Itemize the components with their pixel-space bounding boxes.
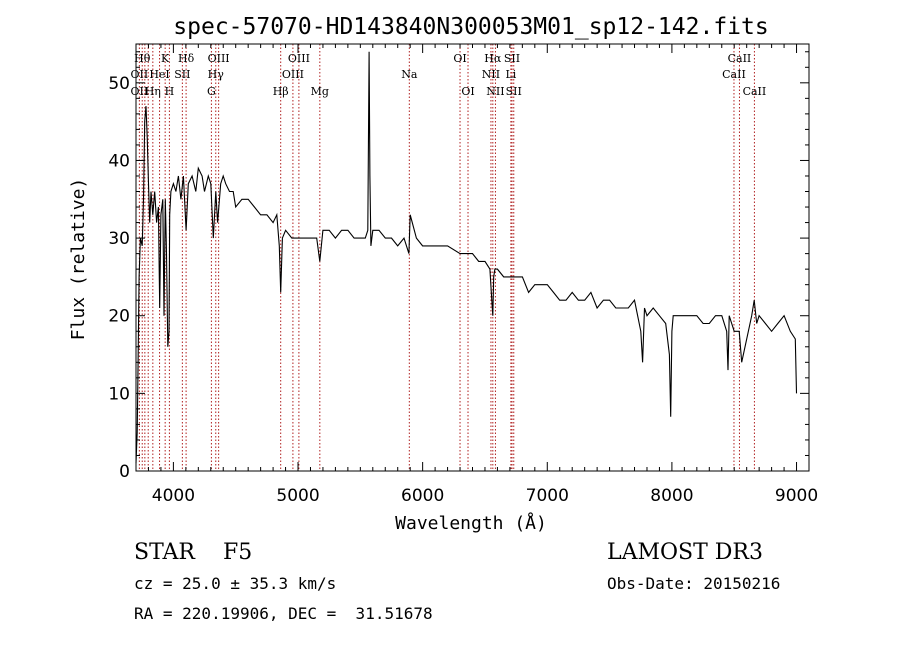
- line-label: G: [207, 85, 216, 98]
- line-label: OIII: [282, 68, 304, 81]
- line-label: SII: [174, 68, 190, 81]
- y-tick-label: 30: [108, 229, 130, 249]
- y-tick-label: 10: [108, 384, 130, 404]
- object-class: STAR F5: [134, 540, 253, 565]
- line-label: K: [161, 52, 170, 65]
- line-label: SII: [504, 52, 520, 65]
- spectral-line-markers: [138, 44, 755, 471]
- y-axis-label: Flux (relative): [68, 178, 89, 341]
- survey-name: LAMOST DR3: [607, 540, 763, 565]
- line-label: Mg: [311, 85, 329, 98]
- y-axis-ticks: 0 10 20 30 40 50: [108, 51, 809, 482]
- coordinates-text: RA = 220.19906, DEC = 31.51678: [134, 604, 433, 623]
- line-label: Hδ: [178, 52, 195, 65]
- line-label: H: [165, 85, 175, 98]
- line-label: OI: [453, 52, 466, 65]
- line-label: Hη: [145, 85, 161, 98]
- line-label: NII: [482, 68, 500, 81]
- x-axis-ticks: 4000 5000 6000 7000 8000 9000: [135, 44, 818, 506]
- line-label: Li: [505, 68, 516, 81]
- line-label: Na: [401, 68, 418, 81]
- x-tick-label: 8000: [650, 486, 693, 506]
- line-label: CaII: [722, 68, 746, 81]
- line-label: CaII: [728, 52, 752, 65]
- line-label: OIII: [208, 52, 230, 65]
- line-label: Hα: [484, 52, 502, 65]
- line-label: HeI: [149, 68, 169, 81]
- line-label: OII: [131, 85, 149, 98]
- line-label: SII: [506, 85, 522, 98]
- line-label: OIII: [288, 52, 310, 65]
- line-label: Hβ: [273, 85, 289, 98]
- line-label: CaII: [743, 85, 767, 98]
- x-axis-label: Wavelength (Å): [395, 512, 547, 534]
- y-tick-label: 40: [108, 151, 130, 171]
- spectrum-series-line: [135, 51, 798, 464]
- x-tick-label: 5000: [276, 486, 319, 506]
- chart-title: spec-57070-HD143840N300053M01_sp12-142.f…: [173, 14, 768, 40]
- plot-frame: [135, 43, 810, 472]
- line-label: OI: [461, 85, 474, 98]
- y-tick-label: 20: [108, 307, 130, 327]
- x-tick-label: 4000: [152, 486, 195, 506]
- x-tick-label: 7000: [526, 486, 569, 506]
- x-tick-label: 6000: [401, 486, 444, 506]
- y-tick-label: 50: [108, 74, 130, 94]
- line-label: Hγ: [208, 68, 225, 81]
- line-label: NII: [486, 85, 504, 98]
- y-tick-label: 0: [119, 462, 130, 482]
- x-tick-label: 9000: [775, 486, 818, 506]
- line-label: Hθ: [134, 52, 151, 65]
- line-label: OII: [131, 68, 149, 81]
- redshift-text: cz = 25.0 ± 35.3 km/s: [134, 574, 337, 593]
- obs-date-text: Obs-Date: 20150216: [607, 574, 781, 593]
